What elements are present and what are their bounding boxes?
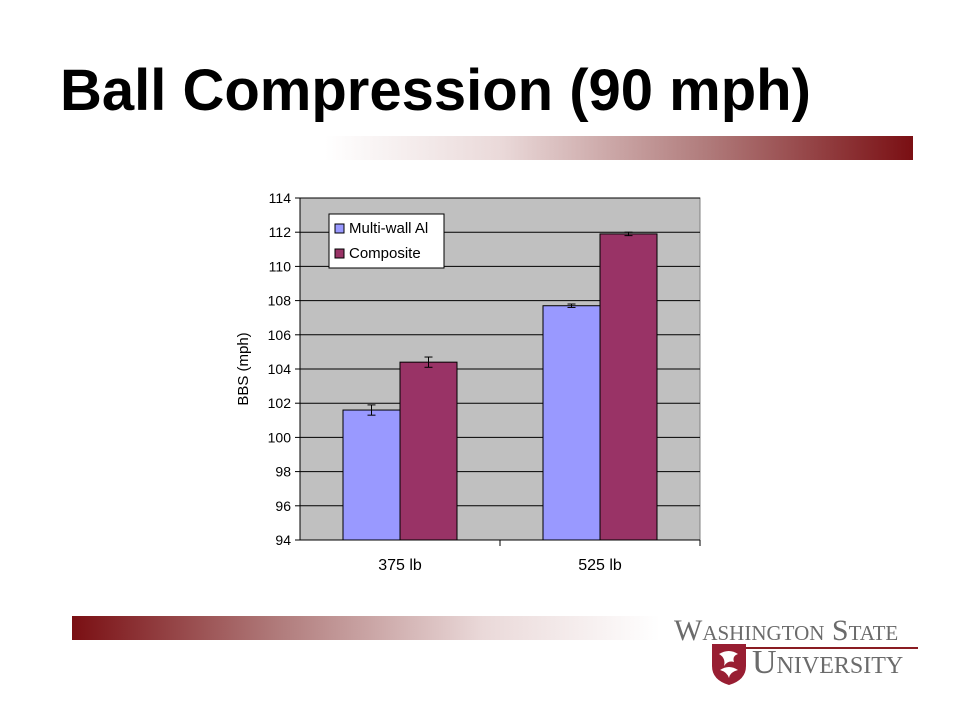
legend-label: Composite <box>349 245 421 262</box>
y-tick-label: 110 <box>269 258 292 274</box>
title-accent-bar <box>325 136 913 160</box>
y-tick-label: 100 <box>268 429 292 445</box>
y-tick-label: 102 <box>268 395 292 411</box>
y-tick-label: 114 <box>269 190 292 206</box>
logo-text-line1: Washington State <box>674 614 899 647</box>
bar-0-0 <box>342 409 401 541</box>
footer-accent-bar <box>72 616 660 640</box>
x-tick-label: 375 lb <box>378 557 422 574</box>
x-tick-label: 525 lb <box>578 557 622 574</box>
y-tick-label: 94 <box>275 532 291 548</box>
bar-0-1 <box>542 305 601 541</box>
wsu-cougar-seal-icon <box>712 644 746 685</box>
y-tick-label: 96 <box>275 498 291 514</box>
y-tick-label: 112 <box>269 224 292 240</box>
legend-swatch <box>334 223 345 234</box>
slide-title: Ball Compression (90 mph) <box>60 58 811 123</box>
bar-1-1 <box>599 233 658 541</box>
logo-rule <box>712 647 918 649</box>
y-tick-label: 98 <box>275 464 291 480</box>
y-tick-label: 106 <box>268 327 292 343</box>
legend-label: Multi-wall Al <box>349 220 428 237</box>
y-tick-label: 108 <box>268 293 292 309</box>
legend-swatch <box>334 248 345 259</box>
logo-text-line2: University <box>752 644 904 681</box>
y-tick-label: 104 <box>268 361 292 377</box>
bar-1-0 <box>399 361 458 541</box>
y-axis-label: BBS (mph) <box>235 332 252 405</box>
legend <box>328 213 445 269</box>
university-logo: Washington State University <box>672 610 922 690</box>
